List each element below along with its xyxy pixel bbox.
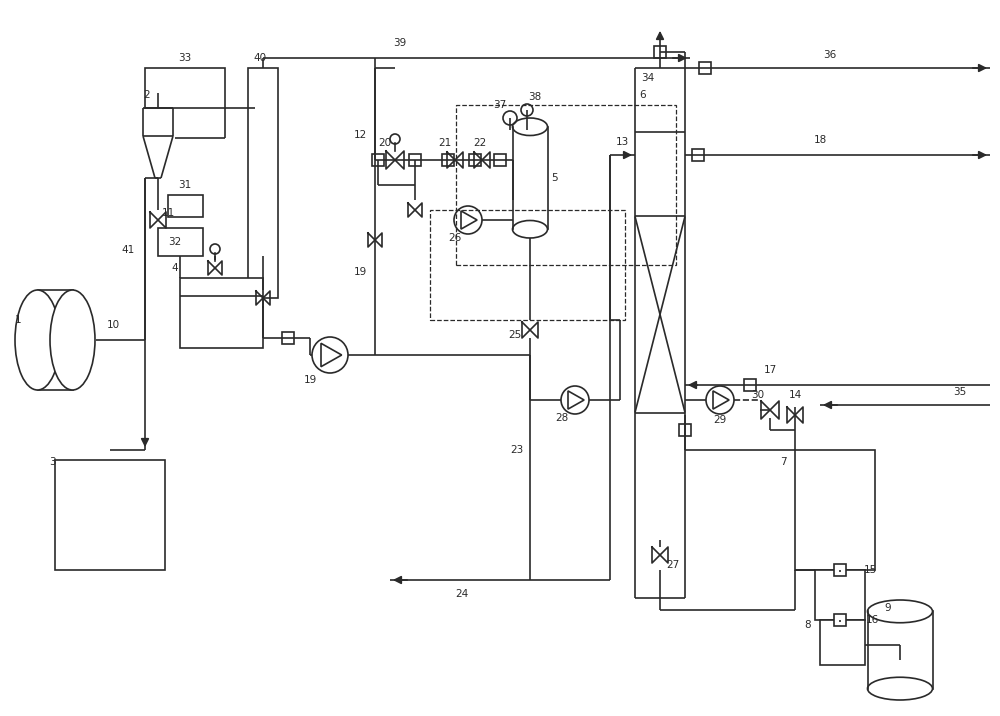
Text: 3: 3 [49, 457, 55, 467]
Text: 7: 7 [780, 457, 786, 467]
Bar [248, 68, 278, 298]
Text: 5: 5 [552, 173, 558, 183]
Ellipse shape [50, 290, 95, 390]
Bar [654, 46, 666, 58]
Text: 37: 37 [493, 100, 507, 110]
Bar [38, 290, 73, 390]
Bar [795, 450, 875, 570]
Circle shape [454, 206, 482, 234]
Bar [409, 154, 421, 166]
Bar [430, 210, 625, 320]
Bar [692, 149, 704, 161]
Bar [168, 195, 203, 217]
Bar [55, 460, 165, 570]
Circle shape [312, 337, 348, 373]
Ellipse shape [512, 118, 548, 135]
Bar [180, 278, 263, 348]
Bar [372, 154, 384, 166]
Text: 27: 27 [666, 560, 680, 570]
Ellipse shape [868, 677, 932, 700]
Text: 11: 11 [161, 208, 175, 218]
Text: 30: 30 [751, 390, 765, 400]
Bar [442, 154, 454, 166]
Text: 39: 39 [393, 38, 407, 48]
Text: 1: 1 [15, 315, 21, 325]
Text: 19: 19 [353, 267, 367, 277]
Bar [145, 68, 225, 108]
Ellipse shape [15, 290, 60, 390]
Bar [834, 614, 846, 626]
Text: 14: 14 [788, 390, 802, 400]
Text: 12: 12 [353, 130, 367, 140]
Text: 15: 15 [863, 565, 877, 575]
Circle shape [706, 386, 734, 414]
Ellipse shape [868, 600, 932, 623]
Text: 28: 28 [555, 413, 569, 423]
Bar [679, 424, 691, 436]
Text: 25: 25 [508, 330, 522, 340]
Text: 41: 41 [121, 245, 135, 255]
Bar [282, 332, 294, 344]
Text: 18: 18 [813, 135, 827, 145]
Bar [744, 379, 756, 391]
Text: 10: 10 [106, 320, 120, 330]
Text: 23: 23 [510, 445, 524, 455]
Text: 9: 9 [885, 603, 891, 613]
Text: 22: 22 [473, 138, 487, 148]
Bar [820, 620, 865, 665]
Text: 8: 8 [805, 620, 811, 630]
Bar [494, 154, 506, 166]
Bar [815, 570, 865, 620]
Text: 6: 6 [640, 90, 646, 100]
Circle shape [561, 386, 589, 414]
Text: 31: 31 [178, 180, 192, 190]
Text: 33: 33 [178, 53, 192, 63]
Text: 26: 26 [448, 233, 462, 243]
Text: 35: 35 [953, 387, 967, 397]
Text: 40: 40 [253, 53, 267, 63]
Text: 20: 20 [378, 138, 392, 148]
Ellipse shape [512, 221, 548, 238]
Text: 32: 32 [168, 237, 182, 247]
Text: 19: 19 [303, 375, 317, 385]
Bar [158, 228, 203, 256]
Bar [699, 62, 711, 74]
Text: 2: 2 [144, 90, 150, 100]
Bar [469, 154, 481, 166]
Text: 29: 29 [713, 415, 727, 425]
Bar [834, 564, 846, 576]
Text: 36: 36 [823, 50, 837, 60]
Text: 16: 16 [865, 615, 879, 625]
Bar [456, 105, 676, 265]
Text: 4: 4 [172, 263, 178, 273]
Text: 38: 38 [528, 92, 542, 102]
Text: 24: 24 [455, 589, 469, 599]
Text: 21: 21 [438, 138, 452, 148]
Text: 34: 34 [641, 73, 655, 83]
Text: 17: 17 [763, 365, 777, 375]
Text: 13: 13 [615, 137, 629, 147]
